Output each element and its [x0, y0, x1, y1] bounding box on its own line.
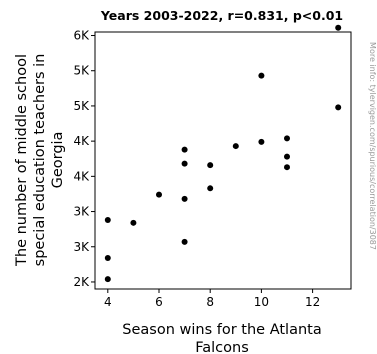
plot-area-frame [94, 31, 352, 290]
x-tick-label: 12 [305, 295, 320, 309]
data-points [104, 24, 342, 283]
data-point [258, 138, 265, 145]
data-point [156, 191, 162, 198]
y-tick-label: 5K [73, 64, 90, 78]
y-axis: 2K 3K 3K 4K 4K 5K 5K 6K [73, 29, 95, 289]
data-point [232, 143, 239, 150]
y-tick-label: 5K [73, 99, 90, 113]
data-point [284, 164, 290, 171]
y-axis-label-line-2: special education teachers in [32, 54, 48, 267]
y-tick-label: 3K [73, 240, 90, 254]
x-tick-label: 8 [206, 295, 214, 309]
data-point [104, 255, 111, 262]
y-tick-label: 3K [73, 205, 90, 219]
y-axis-label-line-1: The number of middle school [14, 54, 30, 267]
x-axis-label-line-2: Falcons [195, 340, 249, 354]
y-axis-label-line-3: Georgia [50, 132, 66, 189]
y-tick-label: 6K [73, 29, 90, 43]
data-point [181, 238, 188, 245]
data-point [335, 104, 342, 111]
x-axis: 4 6 8 10 12 [104, 289, 320, 309]
y-tick-label: 4K [73, 169, 90, 183]
data-point [130, 219, 137, 226]
data-point [181, 195, 188, 202]
data-point [258, 72, 265, 79]
x-tick-label: 10 [254, 295, 269, 309]
data-point [207, 185, 214, 192]
data-point [335, 24, 342, 31]
data-point [284, 135, 290, 142]
watermark-text: More info: tylervigen.com/spurious/corre… [368, 42, 377, 250]
data-point [104, 276, 111, 283]
data-point [181, 160, 188, 167]
chart-title: Years 2003-2022, r=0.831, p<0.01 [100, 8, 343, 23]
data-point [284, 153, 290, 160]
x-tick-label: 6 [155, 295, 163, 309]
x-axis-label-line-1: Season wins for the Atlanta [122, 322, 321, 338]
data-point [207, 162, 214, 169]
x-tick-label: 4 [104, 295, 112, 309]
y-tick-label: 2K [73, 275, 90, 289]
data-point [181, 146, 188, 153]
data-point [104, 216, 111, 223]
y-tick-label: 4K [73, 134, 90, 148]
